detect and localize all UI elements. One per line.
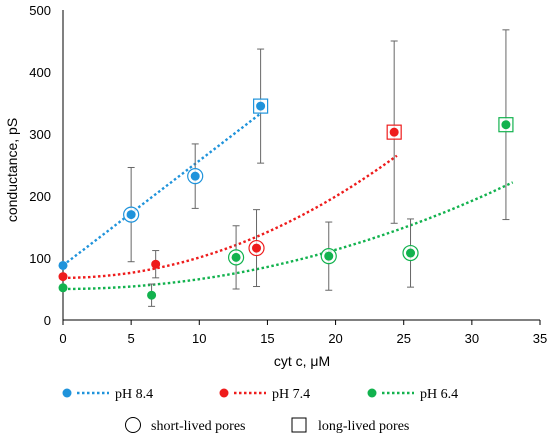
y-axis-label: conductance, pS [4, 118, 20, 222]
x-tick-label: 30 [465, 331, 479, 346]
legend-label: pH 6.4 [420, 387, 458, 402]
data-point [190, 171, 200, 181]
legend-label: long-lived pores [318, 419, 409, 434]
axes: 0 5 10 15 20 25 30 35 0 100 200 300 400 500 [29, 3, 547, 346]
x-tick-label: 5 [128, 331, 135, 346]
legend-marker [219, 388, 229, 398]
legend-marker [62, 388, 72, 398]
data-point [58, 283, 68, 293]
x-tick-label: 25 [396, 331, 410, 346]
data-point [252, 243, 262, 253]
data-points [58, 98, 514, 300]
legend-label: pH 8.4 [115, 387, 153, 402]
y-tick-label: 0 [44, 313, 51, 328]
y-tick-label: 300 [29, 127, 51, 142]
legend: pH 8.4 pH 7.4 pH 6.4 short-lived pores long-… [62, 387, 458, 434]
data-point [501, 120, 511, 130]
data-point [126, 210, 136, 220]
y-tick-label: 100 [29, 251, 51, 266]
x-axis-label: cyt c, μM [274, 353, 330, 369]
data-point [231, 252, 241, 262]
y-tick-label: 500 [29, 3, 51, 18]
x-tick-label: 20 [328, 331, 342, 346]
data-point [406, 248, 416, 258]
legend-label: pH 7.4 [272, 387, 310, 402]
square-marker-icon [291, 417, 307, 433]
x-tick-label: 0 [59, 331, 66, 346]
data-point [256, 101, 266, 111]
data-point [58, 260, 68, 270]
data-point [324, 251, 334, 261]
x-tick-label: 10 [192, 331, 206, 346]
trend-line [62, 181, 514, 291]
trend-line [63, 154, 398, 279]
trend-lines [62, 112, 514, 291]
y-tick-label: 200 [29, 189, 51, 204]
legend-label: short-lived pores [151, 419, 245, 434]
legend-marker [367, 388, 377, 398]
y-tick-label: 400 [29, 65, 51, 80]
data-point [151, 259, 161, 269]
data-point [147, 290, 157, 300]
x-tick-label: 15 [260, 331, 274, 346]
x-tick-label: 35 [533, 331, 547, 346]
data-point [389, 127, 399, 137]
circle-marker-icon [125, 417, 141, 433]
trend-line [62, 112, 262, 267]
error-bars [127, 29, 510, 307]
data-point [58, 272, 68, 282]
